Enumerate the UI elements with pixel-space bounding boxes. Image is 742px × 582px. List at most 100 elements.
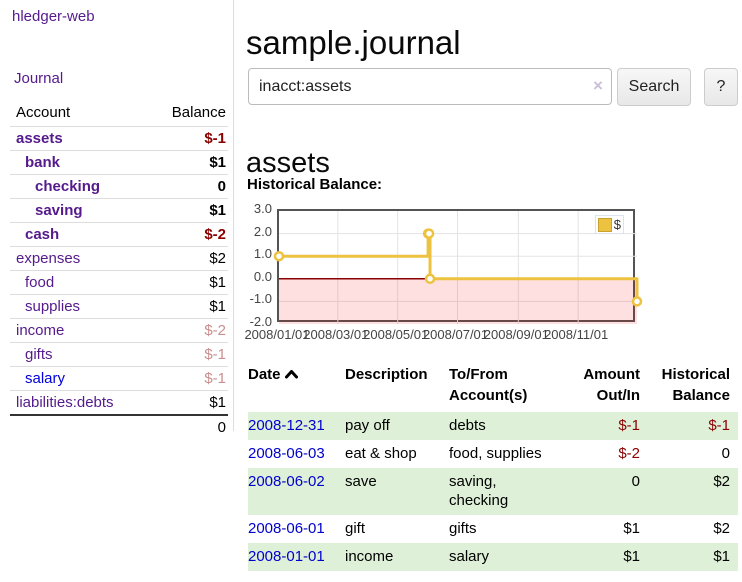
legend-swatch-icon bbox=[598, 218, 612, 232]
transaction-row: 2008-01-01incomesalary$1$1 bbox=[248, 543, 738, 571]
account-balance: $1 bbox=[146, 391, 228, 416]
account-heading: assets bbox=[246, 146, 330, 180]
account-link[interactable]: income bbox=[16, 322, 64, 339]
x-axis-tick-label: 2008/11/01 bbox=[531, 327, 621, 342]
transaction-accounts: gifts bbox=[449, 515, 582, 543]
transaction-description: gift bbox=[345, 515, 449, 543]
transaction-description: pay off bbox=[345, 412, 449, 440]
y-axis-tick-label: 1.0 bbox=[245, 246, 272, 262]
transaction-balance: $-1 bbox=[648, 412, 738, 440]
account-link[interactable]: checking bbox=[35, 178, 100, 195]
transaction-date-link[interactable]: 2008-12-31 bbox=[248, 417, 325, 434]
account-balance: $-1 bbox=[146, 343, 228, 367]
account-link[interactable]: assets bbox=[16, 130, 63, 147]
clear-search-icon[interactable]: × bbox=[589, 76, 607, 96]
sidebar-item-journal[interactable]: Journal bbox=[14, 70, 63, 87]
account-balance: $-2 bbox=[146, 223, 228, 247]
y-axis-tick-label: 0.0 bbox=[245, 269, 272, 285]
sort-asc-icon bbox=[285, 364, 298, 385]
transaction-description: eat & shop bbox=[345, 440, 449, 468]
account-balance: $2 bbox=[146, 247, 228, 271]
chart-legend: $ bbox=[595, 215, 624, 234]
account-balance: $-1 bbox=[146, 367, 228, 391]
accounts-header-account: Account bbox=[10, 101, 146, 127]
accounts-total-row: 0 bbox=[10, 415, 228, 439]
account-row: checking 0 bbox=[10, 175, 228, 199]
account-row: cash $-2 bbox=[10, 223, 228, 247]
account-link[interactable]: salary bbox=[25, 370, 65, 387]
account-row: salary $-1 bbox=[10, 367, 228, 391]
account-balance: $1 bbox=[146, 271, 228, 295]
search-button[interactable]: Search bbox=[617, 68, 691, 106]
account-link[interactable]: expenses bbox=[16, 250, 80, 267]
account-row: bank $1 bbox=[10, 151, 228, 175]
transactions-table: Date Description To/From Account(s) Amou… bbox=[248, 362, 738, 571]
account-row: expenses $2 bbox=[10, 247, 228, 271]
app-brand-link[interactable]: hledger-web bbox=[12, 8, 95, 25]
transaction-accounts: saving, checking bbox=[449, 468, 582, 515]
transactions-header-row: Date Description To/From Account(s) Amou… bbox=[248, 362, 738, 412]
transaction-description: income bbox=[345, 543, 449, 571]
help-button[interactable]: ? bbox=[704, 68, 738, 106]
y-axis-tick-label: 2.0 bbox=[245, 224, 272, 240]
transaction-date-link[interactable]: 2008-01-01 bbox=[248, 548, 325, 565]
legend-label: $ bbox=[614, 217, 621, 232]
account-row: food $1 bbox=[10, 271, 228, 295]
transaction-accounts: salary bbox=[449, 543, 582, 571]
accounts-total-spacer bbox=[10, 415, 146, 439]
transaction-description: save bbox=[345, 468, 449, 515]
header-date-sort[interactable]: Date bbox=[248, 362, 345, 412]
account-link[interactable]: supplies bbox=[25, 298, 80, 315]
transaction-amount: $1 bbox=[582, 515, 648, 543]
transaction-date-link[interactable]: 2008-06-02 bbox=[248, 473, 325, 490]
transaction-amount: $1 bbox=[582, 543, 648, 571]
accounts-table: Account Balance assets $-1 bank $1 checking 0… bbox=[10, 101, 228, 439]
transaction-balance: 0 bbox=[648, 440, 738, 468]
transaction-balance: $2 bbox=[648, 468, 738, 515]
accounts-header-row: Account Balance bbox=[10, 101, 228, 127]
account-balance: $1 bbox=[146, 199, 228, 223]
y-axis-tick-label: -1.0 bbox=[245, 291, 272, 307]
account-balance: $-1 bbox=[146, 127, 228, 151]
historical-balance-chart: $ 3.02.01.00.0-1.0-2.02008/01/012008/03/… bbox=[245, 202, 695, 344]
account-row: liabilities:debts $1 bbox=[10, 391, 228, 416]
accounts-total-value: 0 bbox=[146, 415, 228, 439]
header-description: Description bbox=[345, 362, 449, 412]
transaction-date-link[interactable]: 2008-06-03 bbox=[248, 445, 325, 462]
transaction-amount: 0 bbox=[582, 468, 648, 515]
account-balance: $1 bbox=[146, 295, 228, 319]
transaction-accounts: debts bbox=[449, 412, 582, 440]
transaction-accounts: food, supplies bbox=[449, 440, 582, 468]
account-balance: $1 bbox=[146, 151, 228, 175]
header-amount: Amount Out/In bbox=[582, 362, 648, 412]
transaction-row: 2008-06-01 giftgifts$1$2 bbox=[248, 515, 738, 543]
account-link[interactable]: cash bbox=[25, 226, 59, 243]
account-link[interactable]: bank bbox=[25, 154, 60, 171]
header-accounts: To/From Account(s) bbox=[449, 362, 582, 412]
transaction-date-link[interactable]: 2008-06-01 bbox=[248, 520, 325, 537]
transaction-balance: $2 bbox=[648, 515, 738, 543]
account-row: income $-2 bbox=[10, 319, 228, 343]
transaction-balance: $1 bbox=[648, 543, 738, 571]
header-balance: Historical Balance bbox=[648, 362, 738, 412]
account-link[interactable]: gifts bbox=[25, 346, 53, 363]
page-title: sample.journal bbox=[246, 24, 461, 62]
account-row: assets $-1 bbox=[10, 127, 228, 151]
y-axis-tick-label: 3.0 bbox=[245, 201, 272, 217]
account-balance: $-2 bbox=[146, 319, 228, 343]
chart-title: Historical Balance: bbox=[247, 176, 382, 193]
search-input[interactable] bbox=[248, 68, 612, 105]
transaction-row: 2008-12-31pay offdebts$-1$-1 bbox=[248, 412, 738, 440]
account-link[interactable]: liabilities:debts bbox=[16, 394, 114, 411]
accounts-header-balance: Balance bbox=[146, 101, 228, 127]
account-row: gifts $-1 bbox=[10, 343, 228, 367]
transaction-amount: $-1 bbox=[582, 412, 648, 440]
chart-plot-area: $ bbox=[277, 209, 635, 322]
transaction-row: 2008-06-03 eat & shopfood, supplies$-20 bbox=[248, 440, 738, 468]
account-balance: 0 bbox=[146, 175, 228, 199]
transaction-amount: $-2 bbox=[582, 440, 648, 468]
account-link[interactable]: saving bbox=[35, 202, 83, 219]
account-row: saving $1 bbox=[10, 199, 228, 223]
account-link[interactable]: food bbox=[25, 274, 54, 291]
sidebar-divider bbox=[233, 0, 234, 431]
